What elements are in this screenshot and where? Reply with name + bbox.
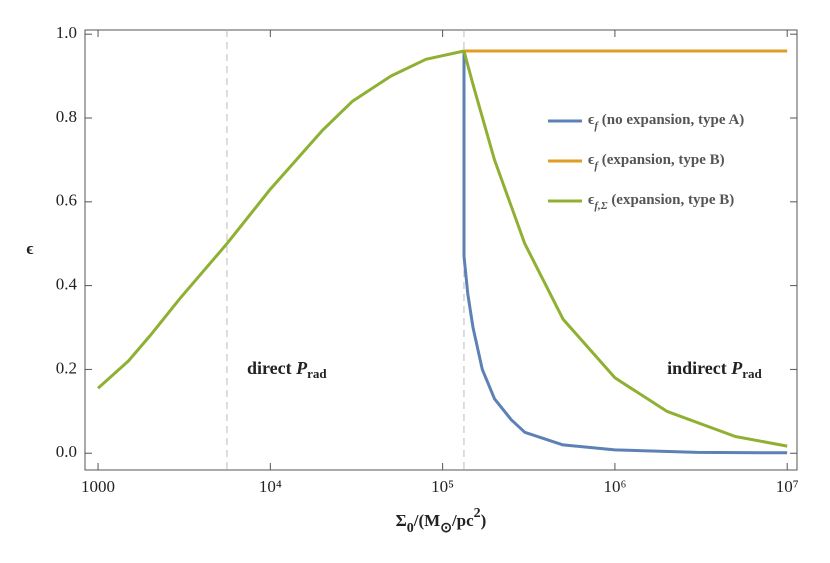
y-tick-label: 1.0 <box>56 23 77 42</box>
legend-label: (expansion, type B) <box>608 192 735 208</box>
x-axis-label-part: ) <box>481 511 487 530</box>
annotation-sub: rad <box>742 366 762 381</box>
legend-entry: ϵf,Σ (expansion, type B) <box>588 192 734 211</box>
legend-sub: f <box>594 120 599 132</box>
legend-entry: ϵf (expansion, type B) <box>588 152 725 171</box>
annotation-var: P <box>730 358 743 378</box>
x-axis-label: Σ0/(M⊙/pc2) <box>396 506 487 536</box>
legend-sub: f <box>594 160 599 172</box>
y-tick-label: 0.2 <box>56 358 77 377</box>
plot-frame <box>84 29 798 471</box>
x-axis-label-part: Σ <box>396 511 407 530</box>
y-axis-label: ϵ <box>26 239 33 258</box>
x-tick-label: 10⁴ <box>259 477 282 496</box>
annotation-text: indirect <box>667 358 731 378</box>
x-axis-label-part: /(M <box>413 511 440 530</box>
legend-symbol: ϵ <box>588 192 595 208</box>
annotation-sub: rad <box>307 366 327 381</box>
y-tick-label: 0.8 <box>56 107 77 126</box>
legend-entry: ϵf (no expansion, type A) <box>588 112 744 131</box>
x-axis-label-part: 0 <box>407 521 414 536</box>
series-line <box>462 51 788 455</box>
legend-label: (expansion, type B) <box>598 152 725 168</box>
annotation-text: direct <box>247 358 296 378</box>
annotation-var: P <box>295 358 308 378</box>
y-tick-label: 0.0 <box>56 442 77 461</box>
series-line <box>96 49 788 448</box>
x-axis-label-part: /pc <box>451 511 474 530</box>
x-tick-label: 10⁶ <box>603 477 626 496</box>
x-tick-label: 10⁵ <box>431 477 454 496</box>
y-tick-label: 0.4 <box>56 275 78 294</box>
y-tick-label: 0.6 <box>56 191 77 210</box>
x-axis-label-part: 2 <box>474 506 481 521</box>
annotation: indirect Prad <box>667 358 762 381</box>
legend-symbol: ϵ <box>588 112 595 128</box>
x-tick-label: 10⁷ <box>776 477 799 496</box>
legend-sub: f,Σ <box>594 200 607 212</box>
annotation: direct Prad <box>247 358 327 381</box>
legend-symbol: ϵ <box>588 152 595 168</box>
legend-label: (no expansion, type A) <box>598 112 744 128</box>
x-tick-label: 1000 <box>81 477 115 496</box>
x-axis-label-part: ⊙ <box>440 521 452 536</box>
